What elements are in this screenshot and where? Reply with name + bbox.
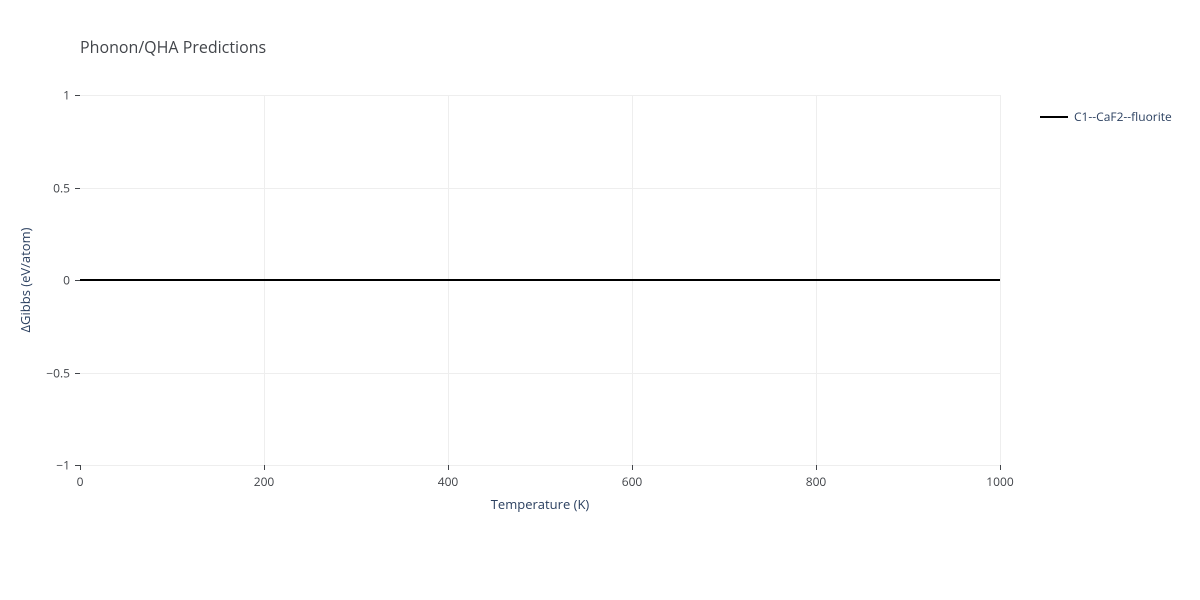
chart-title: Phonon/QHA Predictions [80, 36, 266, 58]
x-tick-mark [80, 465, 81, 470]
y-tick-mark [75, 465, 80, 466]
y-tick-mark [75, 373, 80, 374]
plot-area [80, 95, 1000, 465]
y-axis-label: ΔGibbs (eV/atom) [16, 228, 34, 333]
y-tick-label: 0.5 [53, 179, 70, 196]
x-tick-mark [1000, 465, 1001, 470]
x-tick-label: 600 [622, 473, 643, 490]
x-tick-label: 400 [438, 473, 459, 490]
x-tick-label: 0 [77, 473, 84, 490]
gridline-horizontal [80, 95, 1000, 96]
x-tick-label: 200 [254, 473, 275, 490]
y-tick-label: 0 [63, 272, 70, 289]
y-tick-label: −0.5 [46, 364, 70, 381]
x-tick-label: 1000 [986, 473, 1013, 490]
legend: C1--CaF2--fluorite [1040, 108, 1172, 125]
legend-swatch [1040, 116, 1068, 118]
legend-item[interactable]: C1--CaF2--fluorite [1040, 108, 1172, 125]
chart-container: Phonon/QHA Predictions Temperature (K) Δ… [0, 0, 1200, 600]
x-tick-mark [632, 465, 633, 470]
x-tick-mark [448, 465, 449, 470]
y-tick-mark [75, 188, 80, 189]
gridline-vertical [1000, 95, 1001, 465]
y-tick-label: −1 [56, 457, 70, 474]
x-tick-mark [816, 465, 817, 470]
y-tick-mark [75, 280, 80, 281]
y-tick-mark [75, 95, 80, 96]
gridline-horizontal [80, 188, 1000, 189]
gridline-horizontal [80, 465, 1000, 466]
y-tick-label: 1 [63, 87, 70, 104]
x-tick-mark [264, 465, 265, 470]
legend-label: C1--CaF2--fluorite [1074, 108, 1172, 125]
x-tick-label: 800 [806, 473, 827, 490]
x-axis-label: Temperature (K) [491, 495, 590, 513]
gridline-horizontal [80, 373, 1000, 374]
series-line [80, 279, 1000, 281]
